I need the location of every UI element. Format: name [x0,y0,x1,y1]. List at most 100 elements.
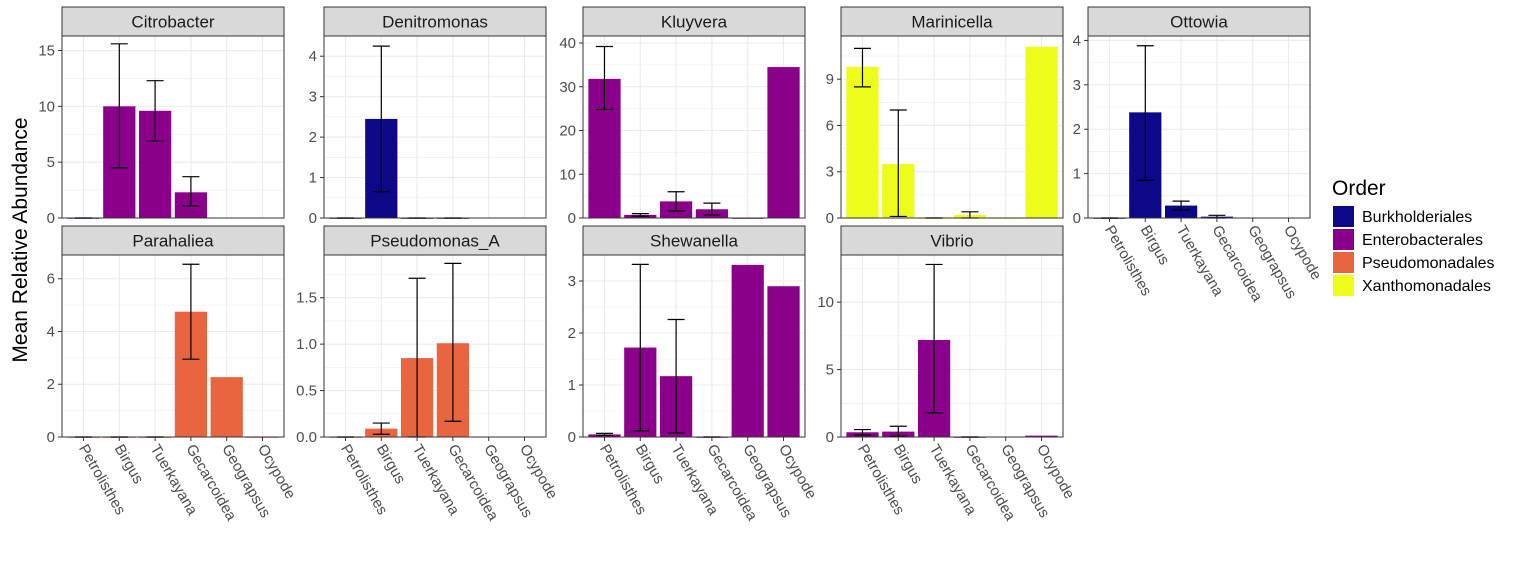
y-tick-label: 10 [817,294,834,311]
legend-label: Xanthomonadales [1362,278,1491,295]
facet-strip-label: Vibrio [930,232,973,251]
error-bar-gecarcoidea [444,262,462,422]
facet-strip-label: Marinicella [911,13,993,32]
bar-tuerkayana [1164,205,1198,218]
y-tick-label: 4 [309,48,317,65]
y-tick-label: 0 [826,429,834,446]
y-tick-label: 1 [1073,166,1081,183]
error-bar-tuerkayana [1172,200,1190,211]
y-tick-label: 3 [1073,77,1081,94]
facet-strip [323,225,547,256]
panel-border [840,254,1064,438]
panel-border [840,35,1064,219]
x-tick-label: Birgus [373,442,409,487]
facet-strip-label: Kluyvera [661,13,728,32]
panel-denitromonas: Denitromonas 0 1 2 3 4 [309,6,547,227]
legend-item-pseudomonadales: Pseudomonadales [1333,252,1495,273]
error-bar-gecarcoidea [703,202,721,216]
y-tick-label: 10 [38,98,55,115]
panel-border [582,254,806,438]
plot-background [841,255,1063,437]
y-tick-label: 0 [1073,210,1081,227]
legend-label: Burkholderiales [1362,209,1472,226]
y-tick-label: 5 [826,362,834,379]
y-tick-label: 0 [568,210,576,227]
facet-strip-label: Denitromonas [382,13,488,32]
y-tick-label: 4 [1073,32,1081,49]
facet-strip-label: Parahaliea [132,232,214,251]
x-tick-label: Birgus [890,442,926,487]
bar-ocypode [1025,435,1058,437]
plot-background [324,255,546,437]
error-bar-tuerkayana [667,318,685,434]
panel-citrobacter: Citrobacter 0 5 10 15 [38,6,285,227]
y-tick-label: 0 [568,429,576,446]
y-tick-label: 0.0 [296,429,317,446]
y-tick-label: 1 [309,170,317,187]
facet-strip [840,6,1064,37]
y-tick-label: 1 [568,377,576,394]
y-tick-label: 3 [826,164,834,181]
legend-swatch [1333,275,1354,296]
error-bar-birgus [631,263,649,432]
error-bar-birgus [631,213,649,217]
error-bar-birgus [372,45,390,193]
y-tick-label: 6 [826,117,834,134]
y-tick-label: 0 [47,210,55,227]
panel-kluyvera: Kluyvera 0 10 20 30 40 [559,6,806,227]
facet-strip [61,225,285,256]
chart-panels: Citrobacter051015Denitromonas01234Kluyve… [38,6,1325,524]
facet-strip [61,6,285,37]
legend-swatch [1333,206,1354,227]
y-axis-label: Mean Relative Abundance [9,117,32,362]
y-tick-label: 15 [38,43,55,60]
panel-pseudomonas-a: Pseudomonas_A0.00.51.01.5PetrolisthesBir… [296,225,561,524]
legend-swatch [1333,252,1354,273]
panel-border [1087,35,1311,219]
facet-strip [323,6,547,37]
facet-strip-label: Pseudomonas_A [370,232,500,251]
error-bar-birgus [889,109,907,218]
error-bar-tuerkayana [146,80,164,142]
panel-marinicella: Marinicella 0 3 6 9 [826,6,1064,227]
y-tick-label: 4 [47,323,55,340]
facet-strip [582,225,806,256]
x-tick-label: Birgus [632,442,668,487]
plot-background [62,255,284,437]
y-tick-label: 5 [47,154,55,171]
legend-label: Enterobacterales [1362,232,1483,249]
legend-item-xanthomonadales: Xanthomonadales [1333,275,1491,296]
bar-geograpsus [210,377,243,437]
facet-strip-label: Shewanella [650,232,738,251]
y-tick-label: 40 [559,35,576,52]
legend: Order Burkholderiales Enterobacterales Pseu… [1332,177,1495,296]
legend-label: Pseudomonadales [1362,255,1495,272]
y-tick-label: 2 [309,129,317,146]
bar-ocypode [767,67,800,218]
legend-item-enterobacterales: Enterobacterales [1333,229,1483,250]
y-tick-label: 0 [826,210,834,227]
y-tick-label: 6 [47,271,55,288]
legend-swatch [1333,229,1354,250]
y-tick-label: 30 [559,79,576,96]
error-bar-petrolisthes [853,47,871,88]
y-tick-label: 1.5 [296,290,317,307]
panel-border [323,35,547,219]
y-tick-label: 0 [47,429,55,446]
y-tick-label: 10 [559,166,576,183]
bar-ocypode [767,286,800,437]
plot-background [1088,36,1310,218]
panel-border [323,254,547,438]
error-bar-birgus [889,425,907,437]
error-bar-petrolisthes [595,432,613,437]
x-tick-label: Birgus [111,442,147,487]
error-bar-petrolisthes [853,428,871,436]
y-tick-label: 0.5 [296,383,317,400]
y-tick-label: 2 [47,376,55,393]
panel-border [582,35,806,219]
y-tick-label: 3 [309,89,317,106]
